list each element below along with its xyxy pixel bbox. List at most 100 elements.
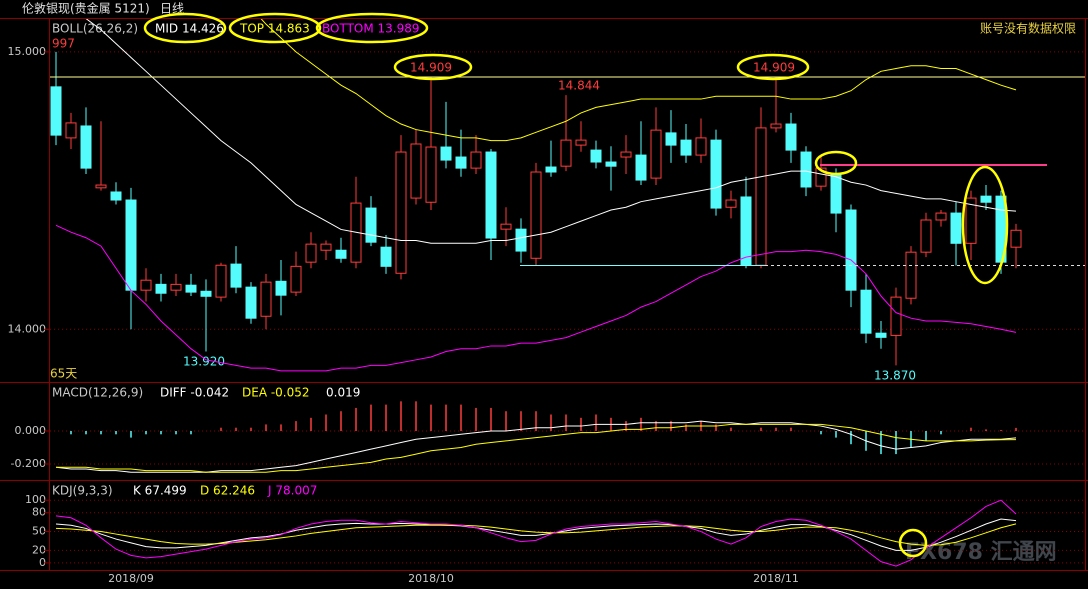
candle-body	[815, 167, 827, 187]
highlight-ellipse	[143, 12, 227, 44]
y-tick-label: 20	[32, 543, 46, 556]
candle-body	[740, 196, 752, 266]
indicator-line	[55, 499, 1017, 567]
candle-body	[800, 151, 812, 188]
candle-body	[725, 199, 737, 208]
candle-body	[665, 132, 677, 146]
notice: 账号没有数据权限	[980, 21, 1076, 36]
indicator-line	[85, 19, 1017, 244]
candle-body	[605, 161, 617, 167]
annotation: 997	[52, 37, 75, 51]
candle-body	[485, 151, 497, 239]
watermark: FX678 汇通网	[905, 540, 1057, 565]
candle-body	[680, 139, 692, 156]
candle-body	[905, 251, 917, 299]
candle-body	[590, 149, 602, 163]
candle-body	[980, 195, 992, 203]
candle-body	[170, 283, 182, 291]
candle-body	[230, 263, 242, 288]
candle-body	[785, 123, 797, 151]
candle-body	[95, 184, 107, 189]
candle-body	[560, 139, 572, 167]
y-tick-label: 15.000	[8, 45, 47, 58]
candle-body	[140, 279, 152, 291]
indicator-line	[55, 224, 1017, 372]
x-tick-label: 2018/11	[753, 572, 799, 585]
highlight-ellipse	[814, 150, 858, 176]
indicator-label: KDJ(9,3,3)	[52, 484, 113, 498]
plot-area	[50, 19, 1022, 372]
indicator-line	[55, 523, 1017, 546]
candle-body	[500, 223, 512, 230]
candle-body	[440, 146, 452, 161]
candle-body	[620, 151, 632, 158]
highlight-ellipse	[228, 12, 322, 44]
legend-entry: 0.019	[326, 386, 360, 400]
highlight-ellipse	[315, 12, 429, 44]
y-tick-label: -0.200	[11, 457, 46, 470]
candle-body	[110, 191, 122, 201]
candle-body	[395, 151, 407, 274]
y-tick-label: 100	[25, 493, 46, 506]
candle-body	[575, 139, 587, 146]
candle-body	[470, 151, 482, 169]
legend-entry: BOTTOM 13.989	[322, 22, 420, 36]
candle-body	[320, 243, 332, 251]
candle-body	[695, 137, 707, 156]
indicator-line	[56, 423, 1017, 473]
x-tick-label: 2018/09	[108, 572, 154, 585]
candle-body	[410, 143, 422, 199]
candle-body	[860, 289, 872, 334]
legend-entry: TOP 14.863	[239, 22, 310, 36]
candle-body	[155, 283, 167, 294]
candle-body	[890, 296, 902, 336]
highlight-ellipse	[736, 53, 810, 81]
candle-body	[425, 146, 437, 203]
candle-body	[380, 246, 392, 267]
plot-area	[55, 401, 1017, 473]
candle-body	[935, 212, 947, 221]
candle-body	[635, 154, 647, 181]
candle-body	[455, 156, 467, 169]
legend-entry: D 62.246	[200, 484, 255, 498]
candle-body	[875, 332, 887, 338]
y-tick-label: 80	[32, 506, 46, 519]
candle-body	[215, 264, 227, 298]
candle-body	[830, 173, 842, 214]
candle-body	[530, 171, 542, 259]
candle-body	[185, 284, 197, 293]
candle-body	[950, 212, 962, 244]
candle-body	[305, 243, 317, 263]
highlight-ellipse	[961, 165, 1009, 285]
highlight-ellipse	[898, 528, 928, 558]
annotation: 13.920	[183, 355, 225, 369]
y-tick-label: 0.000	[15, 424, 47, 437]
period-label: 65天	[50, 367, 77, 381]
annotation: 14.909	[753, 61, 795, 75]
y-tick-label: 50	[32, 525, 46, 538]
indicator-line	[260, 19, 1017, 142]
candle-body	[50, 86, 62, 136]
candle-body	[1010, 229, 1022, 248]
legend-entry: DIFF -0.042	[160, 386, 229, 400]
candle-body	[245, 286, 257, 319]
candle-body	[920, 219, 932, 253]
highlight-ellipse	[393, 53, 473, 81]
candle-body	[65, 122, 77, 139]
y-tick-label: 0	[39, 556, 46, 569]
period[interactable]: 日线	[160, 2, 184, 16]
candle-body	[260, 281, 272, 317]
annotation: 14.909	[410, 61, 452, 75]
annotation: 14.844	[558, 79, 600, 93]
candle-body	[290, 265, 302, 293]
annotation: 13.870	[874, 369, 916, 383]
candle-body	[335, 249, 347, 259]
candle-body	[965, 197, 977, 244]
candle-body	[125, 199, 137, 291]
indicator-line	[55, 420, 1017, 473]
symbol[interactable]: 伦敦银现(贵金属 5121)	[22, 1, 150, 16]
x-tick-label: 2018/10	[408, 572, 454, 585]
legend-entry: J 78.007	[267, 484, 317, 498]
